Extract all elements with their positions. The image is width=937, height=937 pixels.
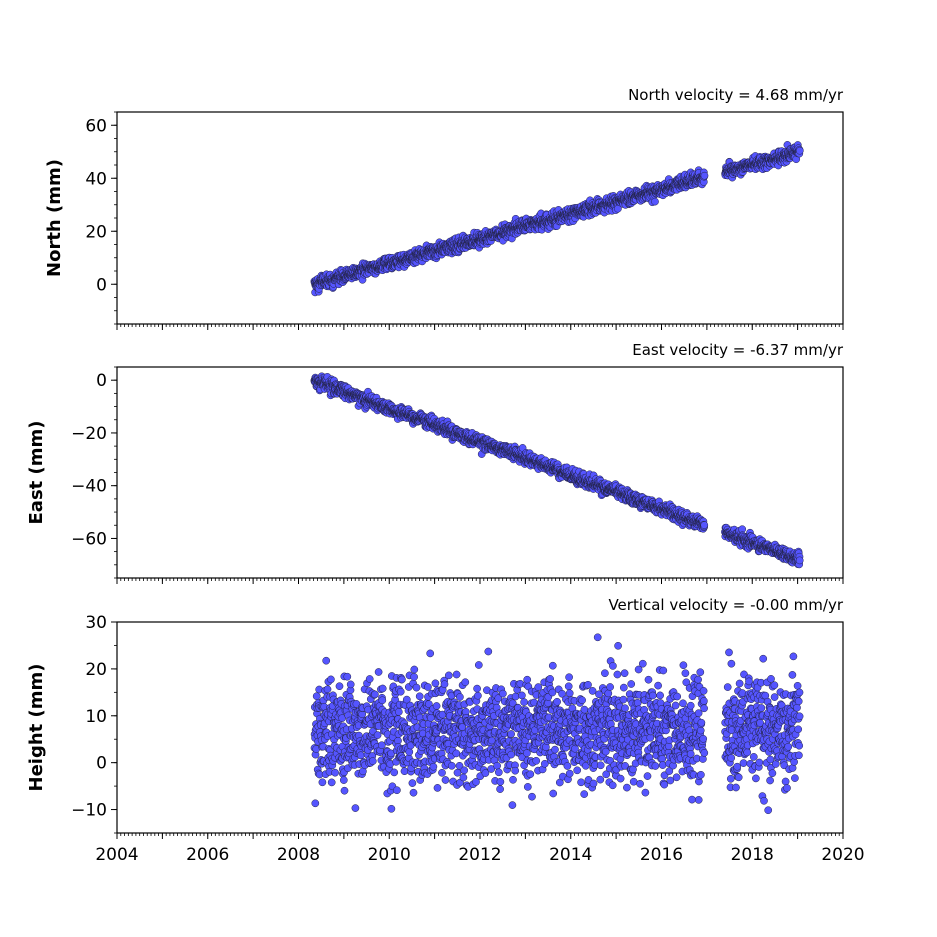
- data-point: [322, 656, 331, 665]
- east-ylabel: East (mm): [26, 421, 47, 525]
- data-point: [400, 837, 407, 844]
- data-point: [651, 197, 659, 206]
- data-point: [398, 675, 406, 684]
- data-point: [374, 668, 383, 676]
- data-point: [331, 768, 339, 777]
- height-panel: 2004 2006 2008 2010 2012 2014 2016 2018 2020−100…: [26, 596, 865, 865]
- data-point: [339, 776, 348, 784]
- y-tick-label: −20: [71, 424, 107, 444]
- data-point: [318, 778, 327, 787]
- north-velocity-title: North velocity = 4.68 mm/yr: [628, 86, 844, 104]
- y-tick-label: 0: [96, 371, 107, 391]
- y-tick-label: 0: [96, 275, 107, 295]
- data-point: [700, 521, 709, 529]
- data-point: [390, 768, 399, 777]
- data-point: [356, 751, 365, 760]
- east-panel: 0 −20 −40 −60 East (mm) East velocity = -6.37…: [26, 341, 844, 584]
- data-point: [327, 778, 336, 787]
- data-point: [311, 799, 320, 808]
- east-axes-frame: [116, 366, 844, 579]
- data-point: [377, 741, 386, 750]
- data-point: [351, 804, 360, 812]
- y-tick-label: 40: [85, 169, 107, 189]
- data-point: [371, 690, 379, 699]
- data-point: [323, 685, 332, 694]
- data-point: [378, 696, 387, 705]
- y-tick-label: −40: [71, 477, 107, 497]
- data-point: [368, 757, 377, 765]
- data-point: [387, 804, 396, 813]
- north-panel: 0 20 40 60 North (mm) North velocity = 4.68 m…: [44, 86, 844, 330]
- data-point: [373, 731, 382, 739]
- data-point: [700, 171, 709, 180]
- east-points: [310, 372, 804, 569]
- data-point: [365, 675, 374, 683]
- data-point: [393, 786, 401, 795]
- height-points: [310, 633, 804, 844]
- data-point: [312, 692, 321, 701]
- data-point: [400, 767, 409, 776]
- data-point: [327, 675, 335, 684]
- data-point: [396, 687, 405, 696]
- data-point: [795, 556, 804, 565]
- data-point: [335, 682, 344, 691]
- data-point: [346, 680, 355, 689]
- north-axes-frame: [116, 111, 844, 325]
- data-point: [340, 786, 349, 795]
- data-point: [394, 708, 403, 716]
- data-point: [343, 672, 352, 681]
- data-point: [378, 684, 387, 693]
- y-tick-label: 20: [85, 222, 107, 242]
- data-point: [795, 146, 804, 155]
- y-tick-label: −60: [71, 529, 107, 549]
- north-ylabel: North (mm): [44, 159, 65, 277]
- y-tick-label: 60: [85, 116, 107, 136]
- north-points: [310, 141, 804, 297]
- east-velocity-title: East velocity = -6.37 mm/yr: [632, 341, 844, 359]
